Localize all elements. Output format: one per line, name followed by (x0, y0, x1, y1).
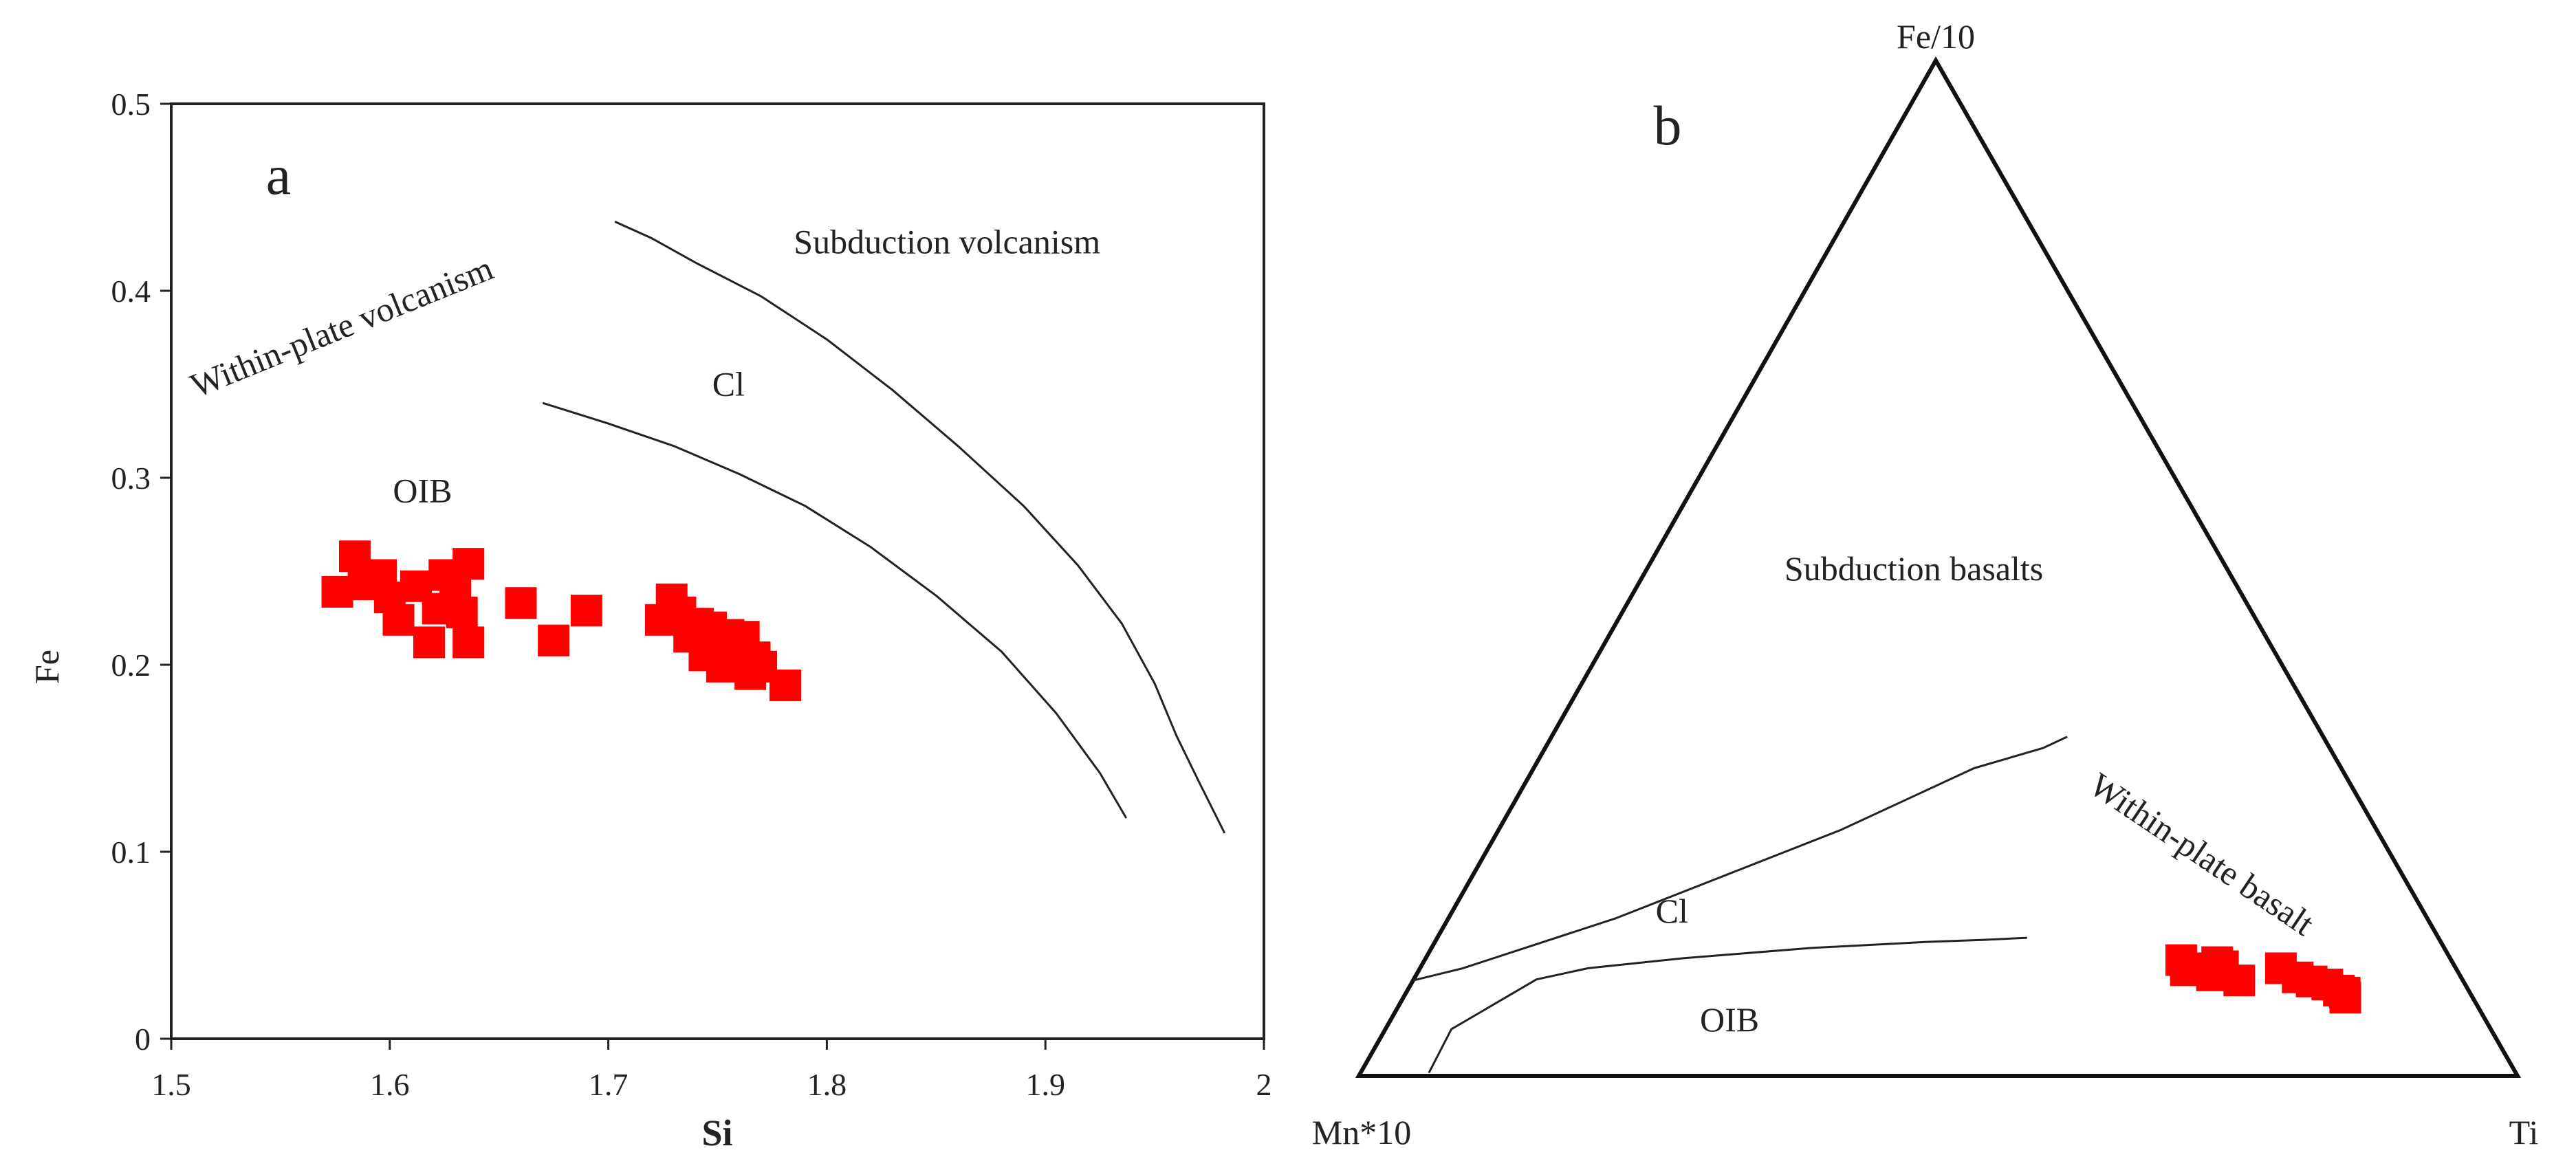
panel-b-right-apex-label: Ti (2509, 1113, 2539, 1152)
panel-a-sample-marker (382, 604, 415, 636)
panel-a-y-tick-label: 0.2 (111, 648, 151, 683)
panel-a-y-tick-label: 0.3 (111, 461, 151, 496)
panel-a-y-tick-label: 0.1 (111, 835, 151, 870)
panel-b-markers (2165, 944, 2361, 1014)
panel-a-x-tick-label: 1.9 (1025, 1067, 1065, 1102)
panel-a-sample-marker (446, 596, 478, 628)
panel-b-left-apex-label: Mn*10 (1312, 1113, 1411, 1152)
panel-a-y-tick-label: 0.5 (111, 87, 151, 122)
panel-b-sample-marker (2223, 965, 2256, 997)
panel-a-sample-marker (452, 626, 485, 659)
panel-b-region-label: OIB (1700, 1000, 1759, 1039)
panel-a-x-tick-label: 1.8 (807, 1067, 847, 1102)
panel-b-sample-marker (2329, 982, 2361, 1014)
panel-a-boundaries (542, 221, 1226, 834)
panel-b-region-label: Cl (1656, 892, 1688, 930)
panel-b-top-apex-label: Fe/10 (1897, 17, 1975, 56)
panel-a-y-tick-label: 0 (135, 1022, 151, 1057)
panel-a-sample-marker (452, 548, 485, 580)
panel-a-y-tick-label: 0.4 (111, 274, 151, 309)
panel-a-x-tick-label: 2 (1256, 1067, 1272, 1102)
panel-a-x-tick-label: 1.7 (589, 1067, 629, 1102)
panel-a-outer-boundary-line (614, 221, 1226, 834)
panel-a-region-label: OIB (393, 471, 452, 509)
panel-a-sample-marker (413, 626, 446, 659)
panel-a-region-label: Subduction volcanism (794, 223, 1100, 261)
panel-a-markers (321, 540, 802, 701)
panel-a-sample-marker (769, 669, 802, 701)
panel-a-x-axis-label: Si (701, 1112, 732, 1154)
panel-a-x-tick-label: 1.5 (151, 1067, 191, 1102)
panel-a-region-label: Cl (712, 364, 745, 403)
panel-b-label: b (1654, 94, 1682, 157)
panel-a-label: a (266, 144, 291, 206)
panel-a-sample-marker (505, 587, 537, 619)
panel-a-x-tick-label: 1.6 (370, 1067, 410, 1102)
panel-b-subduction-boundary-line (1412, 736, 2068, 982)
panel-a-y-axis-label: Fe (28, 650, 66, 684)
panel-b-ternary-frame (1355, 56, 2522, 1078)
panel-b-boundaries (1412, 736, 2068, 1074)
panel-a-x-ticks: 1.5 1.6 1.7 1.8 1.9 2 (151, 1039, 1272, 1102)
panel-a-sample-marker (538, 624, 570, 657)
panel-a-inner-boundary-line (542, 401, 1128, 819)
panel-a-y-ticks: 0 0.1 0.2 0.3 0.4 0.5 (111, 87, 171, 1057)
panel-a-sample-marker (570, 595, 602, 627)
panel-a-plot-frame (170, 102, 1265, 1040)
panel-b-ocean-island-boundary-line (1428, 936, 2027, 1074)
panel-b-region-label: Subduction basalts (1784, 549, 2043, 588)
